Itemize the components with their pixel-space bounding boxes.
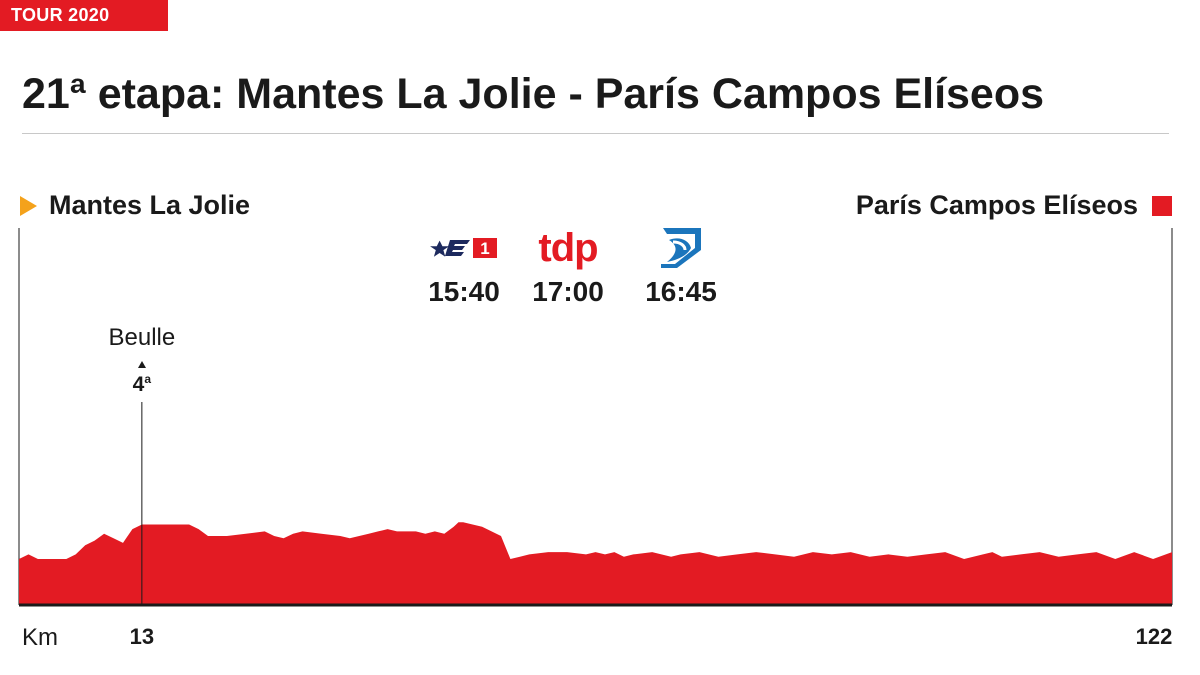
x-axis-label: Km — [22, 624, 58, 651]
etb-logo — [636, 226, 726, 270]
tdp-logo: tdp — [523, 226, 613, 270]
title-divider — [22, 133, 1169, 134]
broadcast-time: 15:40 — [428, 276, 500, 307]
broadcast-time: 17:00 — [532, 276, 604, 307]
climb-name: Beulle — [108, 324, 176, 351]
finish-label: París Campos Elíseos — [856, 190, 1172, 221]
start-label: Mantes La Jolie — [20, 190, 250, 221]
start-name: Mantes La Jolie — [49, 190, 251, 220]
x-tick-label: 13 — [129, 624, 155, 649]
elevation-area — [19, 522, 1172, 605]
finish-name: París Campos Elíseos — [855, 190, 1138, 220]
broadcast-time: 16:45 — [645, 276, 717, 307]
start-marker-icon — [20, 195, 37, 216]
tdp-logo-text: tdp — [538, 226, 598, 270]
page-title: 21ª etapa: Mantes La Jolie - París Campo… — [22, 70, 1045, 118]
broadcaster-eurosport: 1 15:40 — [419, 226, 509, 308]
eurosport-1-logo: 1 — [419, 226, 509, 270]
broadcaster-etb: 16:45 — [636, 226, 726, 308]
climb-category: 4a — [132, 372, 152, 396]
broadcaster-tdp: tdp 17:00 — [523, 226, 613, 308]
finish-marker-icon — [1152, 195, 1172, 216]
x-tick-label: 122 — [1135, 624, 1173, 649]
climb-triangle-icon — [137, 361, 146, 368]
section-tag: TOUR 2020 — [0, 0, 168, 31]
svg-text:1: 1 — [480, 239, 489, 258]
